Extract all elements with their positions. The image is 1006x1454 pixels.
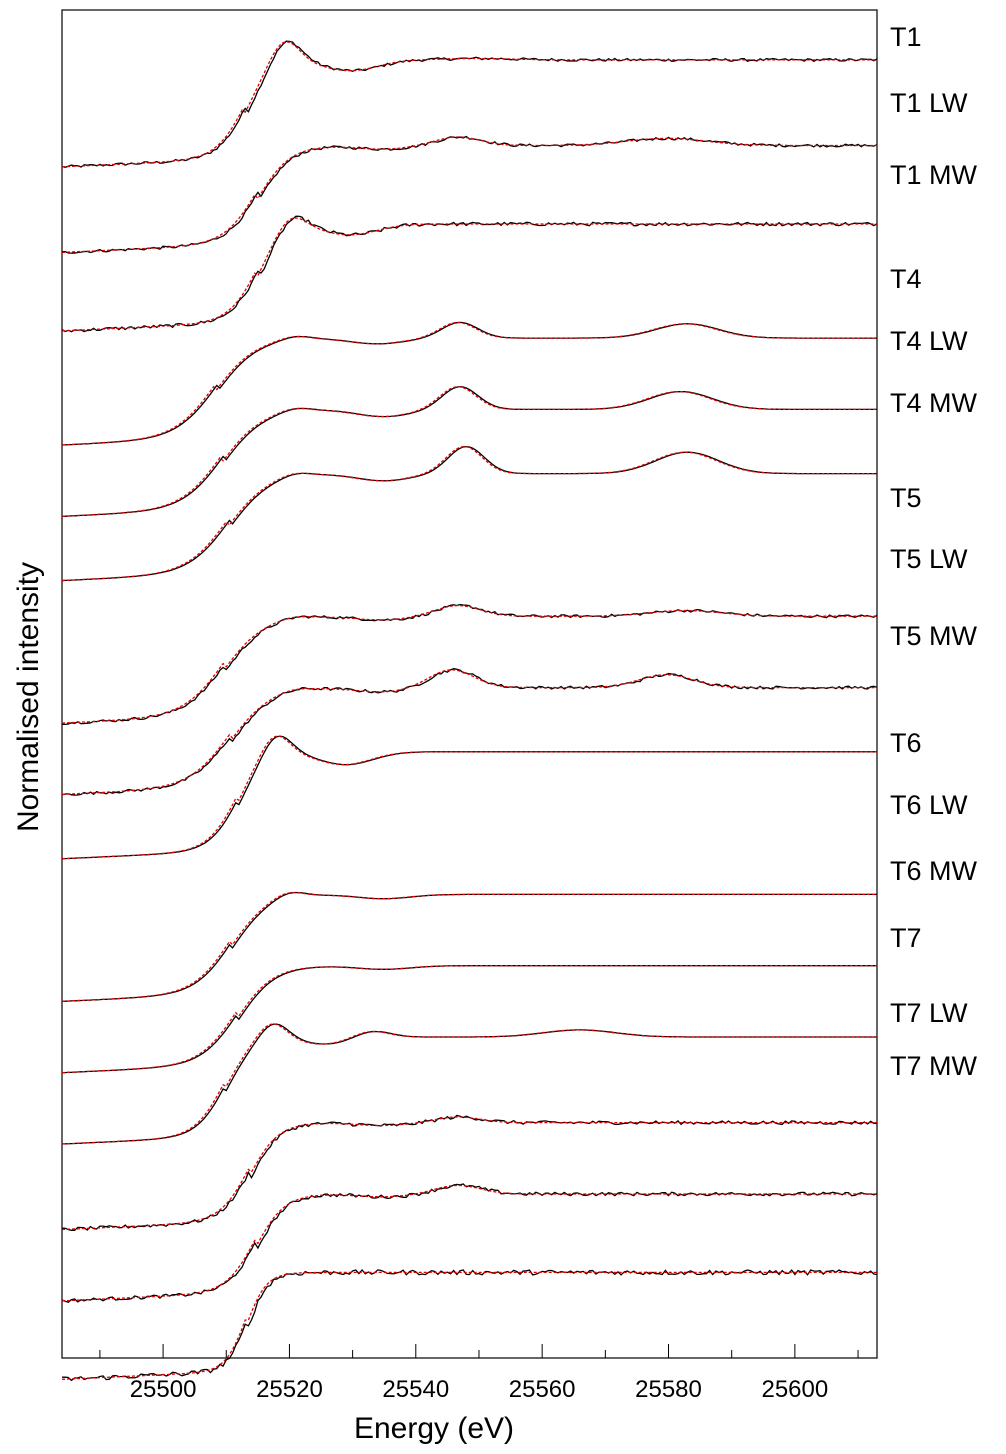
- series-labels: T1 T1 LW T1 MW T4 T4 LW T4 MW T5 T5 LW T5 MW T6 T6…: [890, 22, 978, 1081]
- x-axis-title: Energy (eV): [354, 1412, 514, 1445]
- series-label-t5-mw: T5 MW: [890, 621, 978, 651]
- series-t1-mw: [61, 215, 878, 333]
- series-label-t6-lw: T6 LW: [890, 790, 968, 820]
- series-curves: [61, 40, 878, 1382]
- fit-line-t6: [61, 891, 877, 1002]
- measured-line-t7-lw: [61, 1183, 878, 1304]
- fit-line-t6-mw: [61, 1023, 877, 1145]
- x-tick-label-25500: 25500: [130, 1376, 197, 1403]
- fit-line-t6-lw: [61, 965, 877, 1074]
- fit-line-t1-mw: [61, 217, 877, 332]
- measured-line-t4-lw: [61, 386, 877, 518]
- fit-line-t7: [61, 1116, 877, 1231]
- measured-line-t5-lw: [61, 668, 878, 796]
- measured-line-t4: [61, 321, 877, 446]
- series-label-t6: T6: [890, 728, 922, 758]
- series-t6-lw: [61, 965, 877, 1074]
- series-t4-mw: [61, 445, 877, 582]
- series-t4-lw: [61, 386, 877, 518]
- fit-line-t7-lw: [61, 1184, 877, 1302]
- measured-line-t7: [61, 1114, 878, 1231]
- series-label-t7-lw: T7 LW: [890, 998, 968, 1028]
- fit-line-t4-lw: [61, 386, 877, 517]
- series-label-t1-mw: T1 MW: [890, 160, 978, 190]
- x-tick-label-25560: 25560: [509, 1376, 576, 1403]
- series-label-t6-mw: T6 MW: [890, 856, 978, 886]
- series-label-t4-mw: T4 MW: [890, 388, 978, 418]
- series-t1-lw: [61, 135, 878, 254]
- series-label-t4: T4: [890, 264, 922, 294]
- x-tick-label-25520: 25520: [256, 1376, 323, 1403]
- series-label-t4-lw: T4 LW: [890, 326, 968, 356]
- series-t7-lw: [61, 1183, 878, 1304]
- series-t6-mw: [61, 1023, 877, 1145]
- plot-frame: [61, 9, 878, 1359]
- fit-line-t4: [61, 321, 877, 446]
- series-t7-mw: [61, 1269, 878, 1382]
- measured-line-t1-mw: [61, 215, 878, 333]
- series-t6: [61, 891, 877, 1003]
- series-t5-lw: [61, 668, 878, 796]
- series-t4: [61, 321, 877, 446]
- x-tick-label-25600: 25600: [761, 1376, 828, 1403]
- x-tick-label-25540: 25540: [382, 1376, 449, 1403]
- measured-line-t5: [61, 603, 878, 726]
- measured-line-t7-mw: [62, 1269, 878, 1382]
- measured-line-t6: [61, 891, 877, 1003]
- x-tick-label-25580: 25580: [635, 1376, 702, 1403]
- series-t7: [61, 1114, 878, 1231]
- series-label-t1-lw: T1 LW: [890, 88, 968, 118]
- fit-line-t5-mw: [61, 735, 877, 860]
- y-axis-title: Normalised intensity: [12, 562, 45, 832]
- measured-line-t6-mw: [61, 1023, 877, 1145]
- fit-line-t1: [61, 41, 877, 168]
- series-t5-mw: [61, 735, 877, 860]
- measured-line-t6-lw: [61, 965, 877, 1074]
- measured-line-t1-lw: [62, 135, 878, 254]
- series-label-t5-lw: T5 LW: [890, 544, 968, 574]
- series-label-t5: T5: [890, 483, 922, 513]
- series-label-t1: T1: [890, 22, 922, 52]
- measured-line-t4-mw: [61, 445, 877, 582]
- x-axis-ticks: 25500 25520 25540 25560 25580 25600: [99, 1344, 859, 1403]
- measured-line-t5-mw: [61, 735, 877, 860]
- fit-line-t1-lw: [61, 136, 877, 254]
- fit-line-t7-mw: [61, 1271, 877, 1380]
- fit-line-t4-mw: [61, 445, 877, 582]
- series-t5: [61, 603, 878, 726]
- fit-line-t5: [61, 604, 877, 724]
- series-label-t7: T7: [890, 923, 922, 953]
- series-label-t7-mw: T7 MW: [890, 1051, 978, 1081]
- series-t1: [61, 40, 878, 168]
